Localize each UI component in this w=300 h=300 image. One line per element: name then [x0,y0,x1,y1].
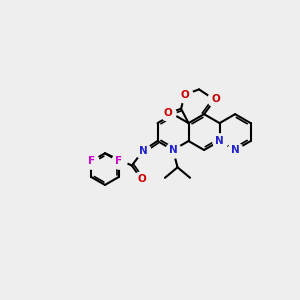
Text: O: O [180,90,189,100]
Text: O: O [137,174,146,184]
Text: F: F [88,156,95,166]
Text: N: N [139,146,148,156]
Text: N: N [215,136,224,146]
Text: N: N [231,145,239,155]
Text: O: O [163,108,172,118]
Text: O: O [211,94,220,103]
Text: F: F [115,156,122,166]
Text: N: N [169,145,177,155]
